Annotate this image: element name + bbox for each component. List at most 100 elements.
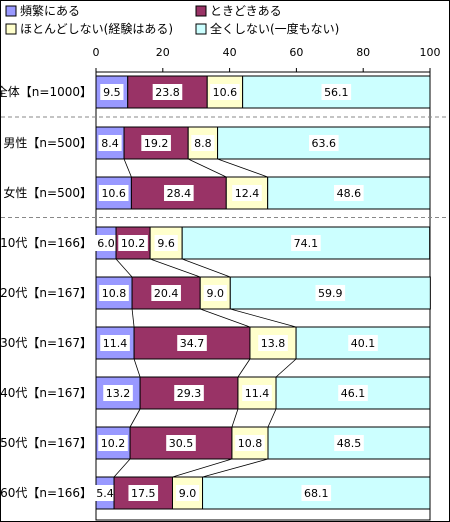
value-label-bg-1-3 — [210, 84, 240, 100]
legend-swatch-3 — [5, 23, 17, 35]
value-label-7-3: 11.4 — [245, 387, 270, 400]
value-label-9-4: 68.1 — [304, 487, 329, 500]
category-label-8: 50代【n=167】 — [0, 436, 92, 450]
value-label-bg-1-2 — [152, 84, 183, 100]
value-label-bg-3-1 — [98, 185, 129, 201]
value-label-9-3: 9.0 — [179, 487, 197, 500]
series-line-6-1 — [133, 358, 141, 378]
value-label-bg-2-4 — [308, 135, 339, 151]
series-line-8-2 — [172, 458, 233, 478]
value-label-7-4: 46.1 — [341, 387, 366, 400]
category-label-7: 40代【n=167】 — [0, 386, 92, 400]
series-line-2-2 — [188, 158, 227, 178]
category-label-5: 20代【n=167】 — [0, 286, 92, 300]
value-label-bg-8-2 — [166, 435, 196, 451]
value-label-bg-2-3 — [191, 135, 215, 151]
series-line-4-1 — [115, 258, 133, 278]
value-label-8-4: 48.5 — [337, 437, 362, 450]
value-label-8-1: 10.2 — [101, 437, 126, 450]
value-label-1-3: 10.6 — [213, 86, 238, 99]
value-label-3-4: 48.6 — [337, 187, 362, 200]
series-line-4-3 — [182, 258, 231, 278]
value-label-bg-7-3 — [242, 385, 272, 401]
series-line-6-3 — [275, 358, 297, 378]
series-line-2-3 — [217, 158, 268, 178]
category-label-9: 60代【n=166】 — [0, 486, 92, 500]
legend-label-2: ときどきある — [210, 4, 282, 18]
category-label-2: 男性【n=500】 — [3, 136, 92, 150]
x-tick-label-40: 40 — [223, 46, 237, 59]
value-label-bg-4-2 — [118, 235, 148, 251]
value-label-4-3: 9.6 — [157, 237, 175, 250]
value-label-bg-4-3 — [154, 235, 178, 251]
legend-swatch-2 — [195, 5, 207, 17]
legend-swatch-1 — [5, 5, 17, 17]
legend-swatch-4 — [195, 23, 207, 35]
value-label-6-4: 40.1 — [351, 337, 376, 350]
value-label-bg-9-3 — [175, 485, 200, 501]
value-label-5-1: 10.8 — [102, 287, 127, 300]
value-label-8-3: 10.8 — [238, 437, 263, 450]
value-label-bg-2-1 — [98, 135, 122, 151]
series-line-2-1 — [123, 158, 132, 178]
value-label-bg-5-1 — [99, 285, 129, 301]
value-label-bg-5-2 — [151, 285, 181, 301]
value-label-1-4: 56.1 — [324, 86, 349, 99]
value-label-6-1: 11.4 — [103, 337, 128, 350]
value-label-bg-6-1 — [100, 335, 130, 351]
bar-1-2 — [127, 75, 208, 109]
series-line-6-2 — [237, 358, 251, 378]
value-label-4-4: 74.1 — [294, 237, 319, 250]
series-line-5-3 — [230, 308, 297, 328]
value-label-bg-2-2 — [141, 135, 171, 151]
x-tick-label-100: 100 — [420, 46, 441, 59]
value-label-6-3: 13.8 — [261, 337, 286, 350]
value-label-1-1: 9.5 — [103, 86, 121, 99]
x-tick-label-20: 20 — [156, 46, 170, 59]
value-label-bg-8-3 — [235, 435, 265, 451]
value-label-bg-5-4 — [315, 285, 346, 301]
value-label-7-2: 29.3 — [177, 387, 202, 400]
value-label-bg-9-2 — [128, 485, 159, 501]
value-label-1-2: 23.8 — [155, 86, 180, 99]
value-label-2-2: 19.2 — [144, 137, 169, 150]
value-label-bg-6-4 — [348, 335, 378, 351]
category-label-1: 全体【n=1000】 — [0, 84, 92, 99]
value-label-6-2: 34.7 — [180, 337, 205, 350]
value-label-bg-8-1 — [98, 435, 128, 451]
value-label-5-3: 9.0 — [206, 287, 224, 300]
series-line-7-2 — [231, 408, 239, 428]
value-label-9-1: 5.4 — [96, 487, 114, 500]
value-label-bg-7-4 — [338, 385, 368, 401]
value-label-3-3: 12.4 — [235, 187, 260, 200]
category-label-3: 女性【n=500】 — [3, 185, 92, 200]
bar-8-4 — [267, 426, 431, 460]
x-tick-label-0: 0 — [93, 46, 100, 59]
value-label-bg-4-1 — [94, 235, 118, 251]
series-line-7-1 — [129, 408, 141, 428]
value-label-9-2: 17.5 — [131, 487, 156, 500]
value-label-5-4: 59.9 — [318, 287, 343, 300]
value-label-2-1: 8.4 — [101, 137, 119, 150]
value-label-bg-6-3 — [258, 335, 288, 351]
series-line-5-1 — [131, 308, 135, 328]
value-label-bg-9-4 — [301, 485, 332, 501]
value-label-3-2: 28.4 — [167, 187, 192, 200]
series-line-8-1 — [113, 458, 131, 478]
x-tick-label-60: 60 — [289, 46, 303, 59]
value-label-bg-3-2 — [164, 185, 194, 201]
value-label-bg-1-4 — [321, 84, 352, 100]
value-label-bg-8-4 — [334, 435, 364, 451]
category-label-4: 10代【n=166】 — [0, 236, 92, 250]
value-label-bg-4-4 — [291, 235, 321, 251]
series-line-7-3 — [267, 408, 277, 428]
legend-label-4: 全くしない(一度もない) — [210, 21, 339, 36]
value-label-bg-5-3 — [203, 285, 227, 301]
category-label-6: 30代【n=167】 — [0, 336, 92, 350]
value-label-7-1: 13.2 — [106, 387, 131, 400]
value-label-bg-1-1 — [100, 84, 124, 100]
legend-label-1: 頻繁にある — [20, 3, 80, 18]
value-label-bg-7-2 — [174, 385, 204, 401]
value-label-4-1: 6.0 — [97, 237, 115, 250]
